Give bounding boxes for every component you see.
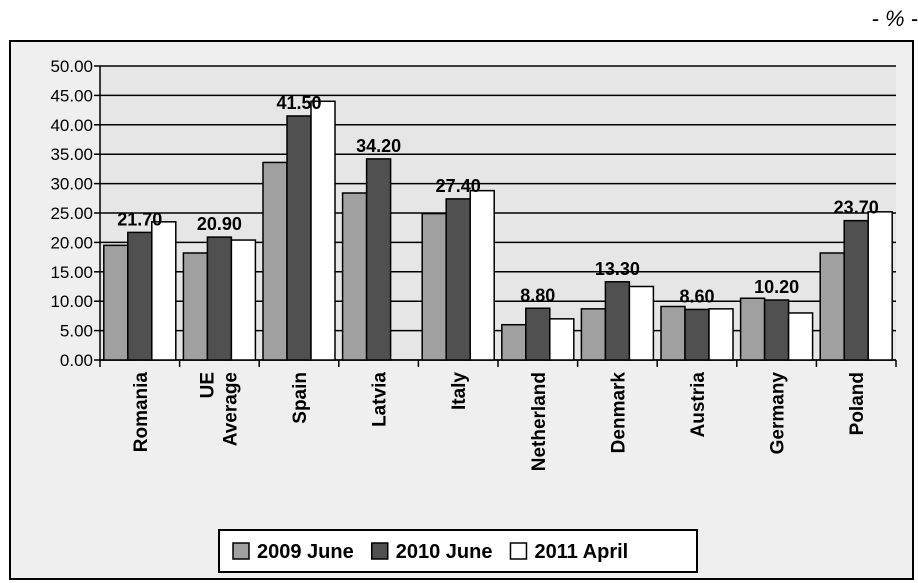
bar [660, 305, 686, 361]
data-label: 8.60 [679, 286, 714, 306]
bar [469, 189, 495, 361]
data-label: 41.50 [276, 93, 321, 113]
bar [182, 252, 209, 361]
y-tick-label: 40.00 [50, 116, 93, 135]
bar [501, 323, 527, 361]
y-tick-label: 45.00 [50, 86, 93, 105]
data-label: 27.40 [436, 176, 481, 196]
bar [525, 307, 551, 361]
bar [341, 192, 368, 361]
category-label: Austria [688, 372, 709, 438]
data-label: 23.70 [834, 198, 879, 218]
bar [445, 198, 471, 361]
data-label: 8.80 [520, 285, 555, 305]
bar [684, 308, 710, 361]
bar [867, 211, 893, 361]
category-label: UE [197, 372, 218, 398]
bar [580, 308, 607, 361]
bar [549, 318, 575, 361]
category-label: Germany [768, 372, 789, 455]
data-label: 13.30 [595, 259, 640, 279]
bar [421, 212, 447, 361]
bar [365, 158, 392, 361]
category-label: Netherland [529, 372, 550, 471]
y-tick-label: 20.00 [50, 233, 93, 252]
bar [310, 100, 336, 361]
category-label: Latvia [370, 372, 391, 427]
legend-label: 2011 April [534, 541, 628, 563]
category-label: Poland [847, 372, 868, 435]
unit-label: - % - [871, 6, 918, 31]
category-label: Average [220, 372, 241, 446]
legend-swatch [370, 542, 389, 560]
bar [843, 219, 869, 361]
bar [708, 308, 734, 361]
bar [739, 297, 766, 361]
bar [103, 244, 129, 361]
data-label: 34.20 [356, 136, 401, 156]
legend [218, 529, 698, 573]
category-label: Italy [449, 372, 470, 410]
bar [628, 285, 655, 361]
bar [206, 236, 233, 361]
bar [262, 161, 288, 361]
category-label: Romania [131, 372, 152, 453]
y-tick-label: 35.00 [50, 145, 93, 164]
y-tick-label: 5.00 [60, 322, 93, 341]
y-tick-label: 0.00 [60, 351, 93, 370]
bar [286, 115, 312, 361]
category-label: Denmark [608, 372, 629, 454]
data-label: 20.90 [197, 214, 242, 234]
data-label: 21.70 [117, 209, 162, 229]
legend-label: 2010 June [396, 541, 493, 563]
data-label: 10.20 [754, 277, 799, 297]
bar [763, 299, 790, 361]
legend-swatch [509, 542, 528, 560]
y-tick-label: 15.00 [50, 263, 93, 282]
bar [787, 312, 814, 361]
y-tick-label: 25.00 [50, 204, 93, 223]
bar [604, 281, 631, 361]
category-label: Spain [290, 372, 311, 424]
bar [230, 239, 257, 361]
bar [819, 252, 845, 361]
y-tick-label: 10.00 [50, 292, 93, 311]
y-tick-label: 30.00 [50, 175, 93, 194]
legend-label: 2009 June [257, 541, 354, 563]
legend-swatch [232, 542, 250, 560]
bar [151, 221, 177, 361]
y-tick-label: 50.00 [50, 57, 93, 76]
bar [127, 231, 153, 361]
